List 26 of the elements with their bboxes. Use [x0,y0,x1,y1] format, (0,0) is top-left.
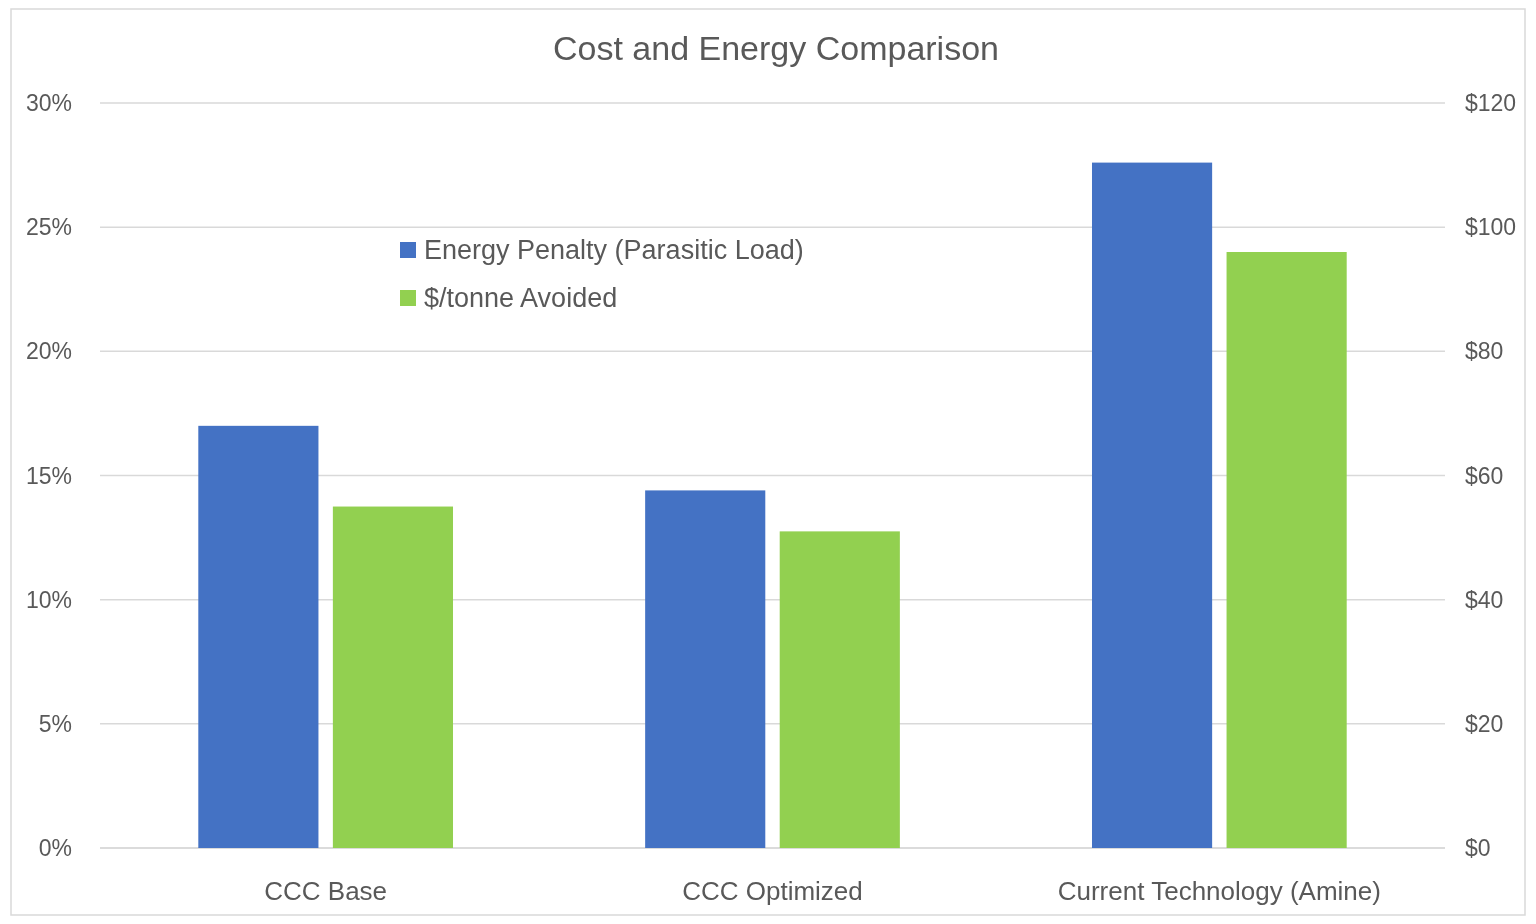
y-tick-label: 5% [38,710,72,737]
x-tick-label: CCC Optimized [682,876,863,907]
bar [1226,252,1347,848]
x-tick-label: CCC Base [264,876,388,907]
y2-tick-label: $40 [1465,586,1504,613]
y-tick-label: 10% [25,586,72,613]
y2-tick-label: $100 [1465,214,1517,241]
y-tick-label: 25% [25,214,72,241]
y2-tick-label: $60 [1465,462,1504,489]
x-tick-label: Current Technology (Amine) [1057,876,1381,907]
y-tick-label: 0% [38,835,72,862]
y2-tick-label: $80 [1465,338,1504,365]
bar [645,490,766,848]
y-tick-label: 15% [25,462,72,489]
legend-label: $/tonne Avoided [424,283,618,314]
y-tick-label: 30% [25,90,72,117]
bar [332,506,454,848]
legend-label: Energy Penalty (Parasitic Load) [424,235,804,266]
y2-tick-label: $120 [1465,90,1517,117]
chart-title: Cost and Energy Comparison [552,29,1000,67]
y2-tick-label: $0 [1465,835,1491,862]
bar [198,425,319,848]
y-tick-label: 20% [25,338,72,365]
bar [1091,162,1213,848]
bar [779,531,900,848]
y2-tick-label: $20 [1465,710,1504,737]
